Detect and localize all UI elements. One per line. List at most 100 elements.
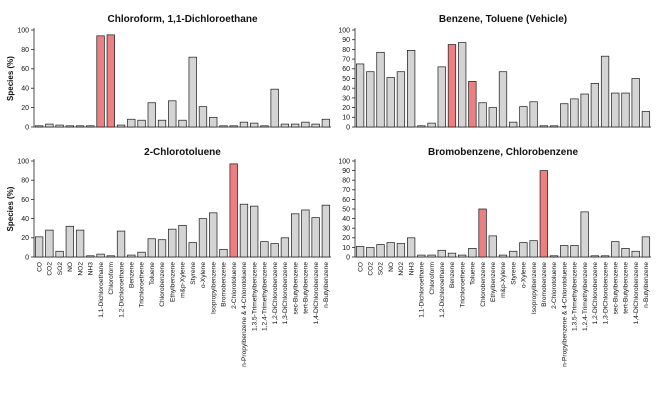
bar [600,255,610,258]
x-category-label: SO2 [378,262,385,276]
bar [219,248,228,258]
x-category-label: 1,2-Dichloroethane [118,262,125,318]
bar [188,56,197,128]
x-category-label: 1,2-DiChlorobenzene [272,262,279,325]
bar [386,77,395,128]
bar [621,92,630,128]
x-category-label: 1,2-DiChlorobenzene [592,262,599,325]
bar [86,255,95,258]
bar [291,213,300,258]
x-category-label: 1,3-DiChlorobenzene [282,262,289,325]
x-category-label: Toluene [149,262,156,285]
bar [509,250,518,258]
bar [311,123,320,128]
bar [580,93,589,128]
bar [580,211,589,258]
bar-highlighted [468,81,477,128]
bar [147,238,156,258]
bar [188,242,197,258]
y-tick-label: 100 [17,158,29,165]
bar [600,55,610,128]
bar [301,121,310,128]
bar [55,250,64,258]
y-axis-label: Species (%) [6,186,15,231]
bar [157,239,167,258]
bar [488,235,497,258]
bar [570,98,579,128]
bar [250,205,259,258]
y-tick-label: 60 [342,197,350,204]
bar [106,255,115,258]
x-category-label: CO2 [368,262,375,276]
bar-highlighted [229,163,238,258]
y-tick-label: 50 [342,206,350,213]
x-category-label: 2-Chlorotoluene [551,262,558,309]
x-category-label: 1,1-Dichloroethane [419,262,426,318]
bar [127,254,136,258]
x-category-label: CO [357,262,364,272]
x-category-label: NO [388,262,395,272]
bar [427,122,436,128]
y-tick-label: 80 [342,178,350,185]
bar [168,228,177,258]
bar [407,50,416,128]
y-tick-label: 100 [338,27,350,34]
y-tick-label: 30 [342,95,350,102]
y-tick-label: 20 [21,105,29,112]
y-tick-label: 60 [21,66,29,73]
bar [270,243,279,258]
bar [427,254,436,258]
bar [280,237,290,258]
bar [417,125,426,128]
bar [321,118,331,128]
bar [45,123,54,128]
y-tick-label: 40 [342,216,350,223]
y-tick-label: 0 [346,124,350,131]
bar [549,125,559,128]
bar [355,246,365,258]
y-tick-label: 10 [342,115,350,122]
bar [116,230,126,258]
x-category-label: m&p-Xylene [180,262,187,298]
bar [260,241,269,258]
bar [137,251,146,258]
bar [458,254,467,258]
y-tick-label: 10 [342,245,350,252]
x-category-label: Styrene [190,262,197,285]
bar [488,107,497,128]
bar [641,236,651,258]
x-category-label: 1,4-DiChlorobenzene [313,262,320,325]
bar [127,118,136,128]
x-category-label: o-Xylene [521,262,528,288]
chart-title: 2-Chlorotoluene [144,147,221,158]
x-category-label: Chloroform [108,262,115,295]
bar [386,242,395,258]
y-tick-label: 80 [21,47,29,54]
x-category-label: Isopropylbenzene [531,262,538,314]
y-tick-label: 100 [338,158,350,165]
bar-highlighted [96,35,105,128]
bar [86,125,95,128]
bar [157,119,167,128]
y-tick-label: 40 [21,216,29,223]
bar [198,106,208,128]
bar [529,101,538,128]
bar [376,244,385,258]
bar [590,82,599,128]
bar-highlighted [106,34,115,128]
bar [321,204,331,258]
bar [116,124,126,128]
x-category-label: NO2 [77,262,84,276]
bar [447,252,457,258]
bar [417,254,426,258]
bar [270,88,279,128]
bar [178,119,187,128]
bar [519,106,528,128]
bar-highlighted [447,44,457,128]
x-category-label: Isopropylbenzene [210,262,217,314]
bar [570,245,579,258]
bar [168,100,177,128]
bar-highlighted [539,170,548,258]
x-category-label: CO [36,262,43,272]
y-tick-label: 20 [21,235,29,242]
